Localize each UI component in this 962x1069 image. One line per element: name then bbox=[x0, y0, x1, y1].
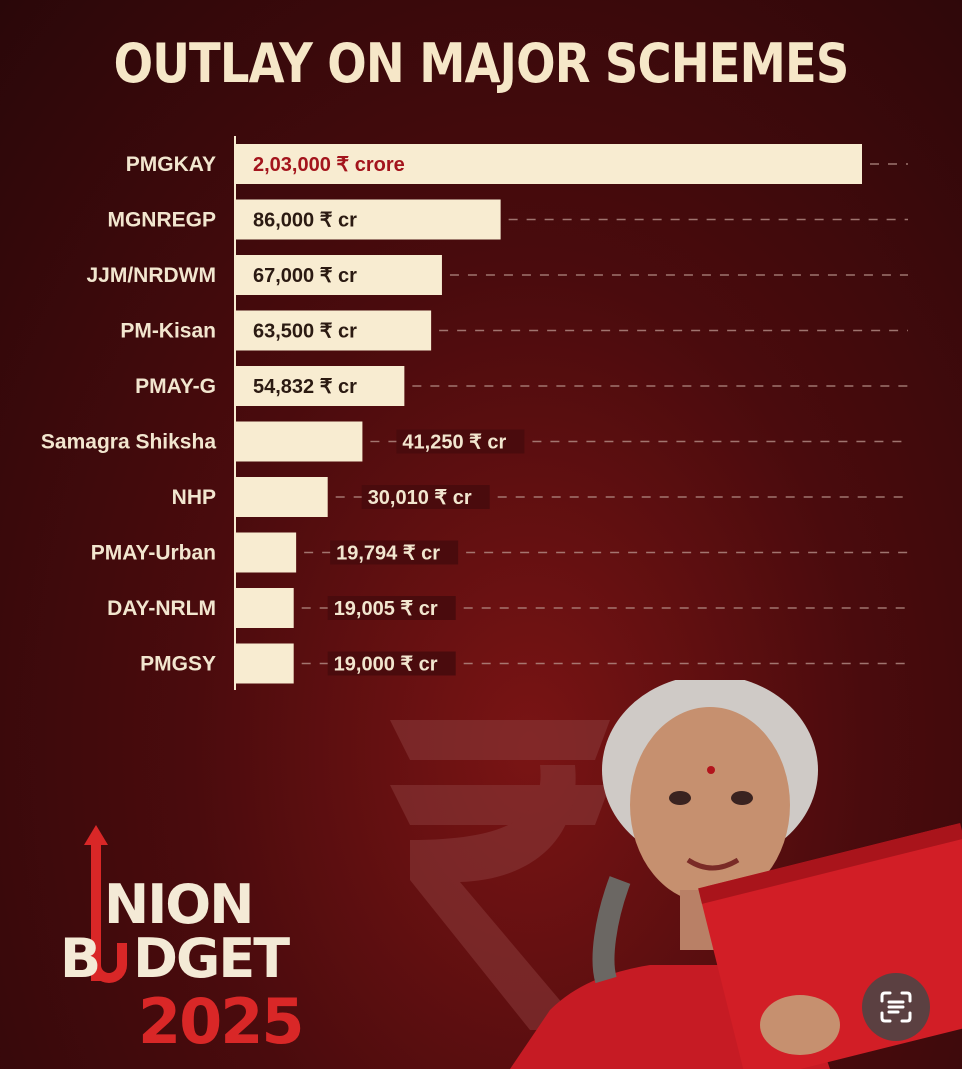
rupee-icon bbox=[390, 720, 610, 1030]
category-label: PM-Kisan bbox=[120, 320, 216, 343]
value-label: 63,500 ₹ cr bbox=[253, 321, 357, 343]
value-label: 2,03,000 ₹ crore bbox=[253, 154, 405, 176]
value-label: 19,005 ₹ cr bbox=[334, 598, 438, 620]
value-label: 30,010 ₹ cr bbox=[368, 487, 472, 509]
bar bbox=[235, 532, 297, 573]
category-label: NHP bbox=[172, 486, 216, 509]
finance-minister-photo bbox=[510, 680, 962, 1069]
value-label: 19,794 ₹ cr bbox=[336, 543, 440, 565]
bar bbox=[235, 199, 501, 240]
value-label: 41,250 ₹ cr bbox=[402, 432, 506, 454]
category-label: MGNREGP bbox=[107, 209, 216, 232]
logo-line-2: B DGET bbox=[60, 927, 290, 990]
text-scan-button[interactable] bbox=[862, 973, 930, 1041]
value-label: 54,832 ₹ cr bbox=[253, 376, 357, 398]
bar bbox=[235, 477, 328, 517]
bar bbox=[235, 144, 862, 184]
category-label: PMGSY bbox=[140, 653, 216, 676]
logo-line-1: NION bbox=[104, 873, 254, 936]
bar bbox=[235, 643, 294, 684]
chart-title: OUTLAY ON MAJOR SCHEMES bbox=[113, 32, 850, 95]
logo-arrow-icon bbox=[91, 841, 101, 981]
category-label: PMAY-G bbox=[135, 375, 216, 398]
value-label: 86,000 ₹ cr bbox=[253, 210, 357, 232]
text-scan-icon bbox=[880, 991, 912, 1023]
logo-year: 2025 bbox=[138, 985, 305, 1058]
bar-chart: PMGKAY 2,03,000 ₹ crore MGNREGP 86,000 ₹ cr… bbox=[41, 136, 908, 690]
bar bbox=[235, 310, 432, 351]
bar bbox=[235, 421, 363, 462]
union-budget-logo: NION B DGET 2025 bbox=[60, 825, 320, 1058]
category-label: Samagra Shiksha bbox=[41, 431, 216, 454]
value-label: 19,000 ₹ cr bbox=[334, 654, 438, 676]
value-label: 67,000 ₹ cr bbox=[253, 265, 357, 287]
category-label: DAY-NRLM bbox=[107, 597, 216, 620]
category-label: PMAY-Urban bbox=[91, 542, 216, 565]
category-label: PMGKAY bbox=[126, 153, 216, 176]
bar bbox=[235, 255, 442, 295]
bar bbox=[235, 588, 294, 628]
bar bbox=[235, 366, 405, 406]
category-label: JJM/NRDWM bbox=[87, 264, 217, 287]
